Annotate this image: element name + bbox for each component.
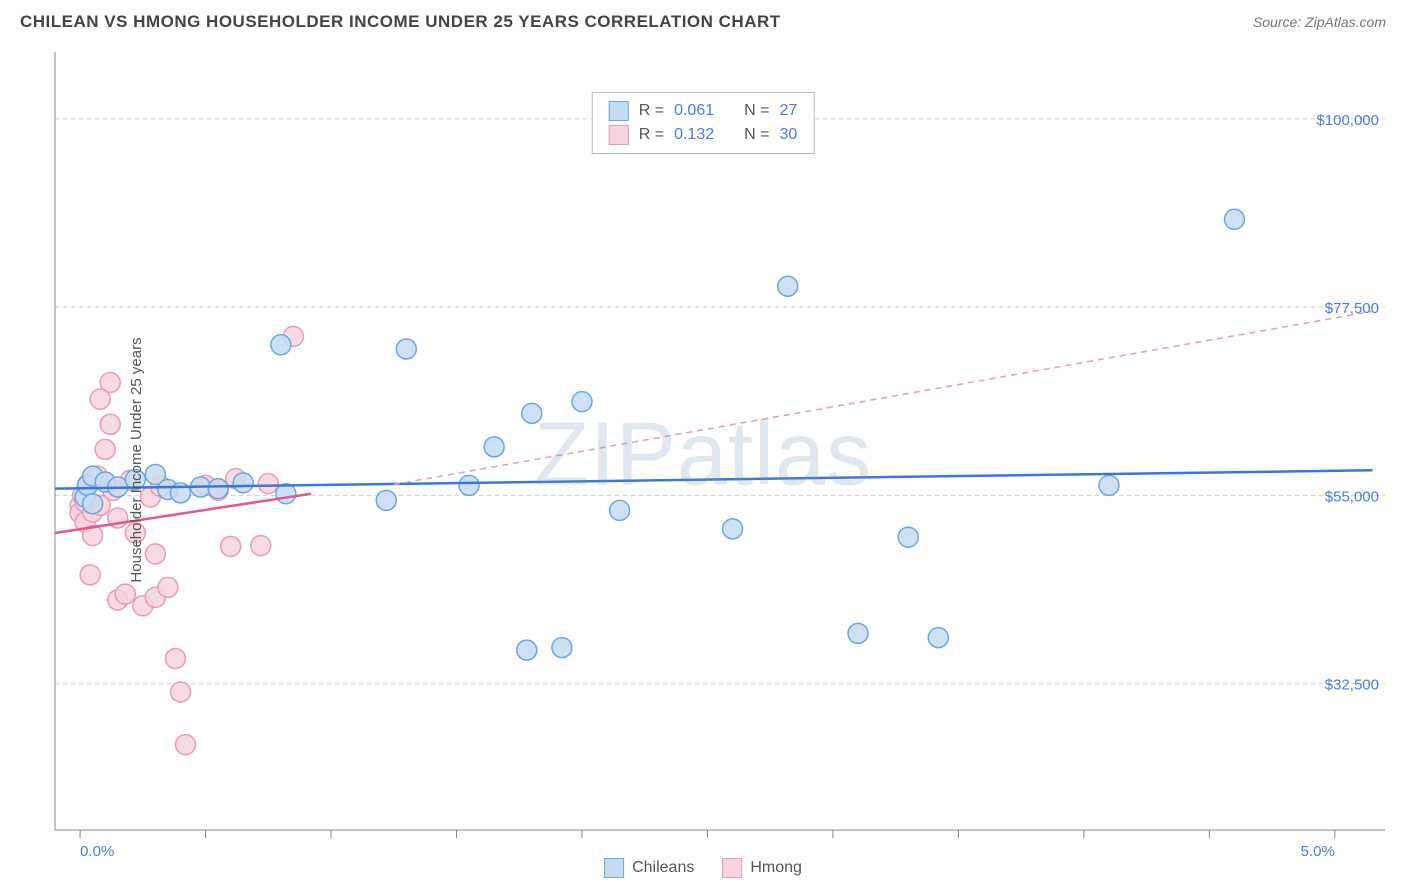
chart-container: Householder Income Under 25 years ZIPatl… <box>0 40 1406 880</box>
legend-label: Chileans <box>632 859 694 877</box>
legend-r-label: R = <box>639 126 664 144</box>
legend-r-value: 0.061 <box>674 102 714 120</box>
legend-top-row: R = 0.132 N = 30 <box>609 123 798 147</box>
legend-top: R = 0.061 N = 27 R = 0.132 N = 30 <box>592 92 815 154</box>
svg-text:$100,000: $100,000 <box>1316 112 1379 129</box>
svg-text:0.0%: 0.0% <box>80 843 114 860</box>
legend-item-hmong: Hmong <box>722 858 802 878</box>
y-axis-label: Householder Income Under 25 years <box>128 337 145 582</box>
legend-swatch-chileans <box>609 101 629 121</box>
legend-bottom: Chileans Hmong <box>604 858 802 878</box>
legend-swatch-hmong <box>722 858 742 878</box>
header: CHILEAN VS HMONG HOUSEHOLDER INCOME UNDE… <box>0 0 1406 40</box>
legend-n-label: N = <box>744 102 769 120</box>
legend-item-chileans: Chileans <box>604 858 694 878</box>
legend-r-value: 0.132 <box>674 126 714 144</box>
svg-text:$55,000: $55,000 <box>1325 488 1379 505</box>
legend-n-value: 30 <box>779 126 797 144</box>
scatter-chart: $32,500$55,000$77,500$100,0000.0%5.0% <box>0 40 1406 880</box>
legend-top-row: R = 0.061 N = 27 <box>609 99 798 123</box>
chart-title: CHILEAN VS HMONG HOUSEHOLDER INCOME UNDE… <box>20 12 781 32</box>
legend-r-label: R = <box>639 102 664 120</box>
svg-text:$32,500: $32,500 <box>1325 677 1379 694</box>
legend-n-label: N = <box>744 126 769 144</box>
legend-swatch-hmong <box>609 125 629 145</box>
source-label: Source: ZipAtlas.com <box>1253 14 1386 30</box>
legend-swatch-chileans <box>604 858 624 878</box>
legend-n-value: 27 <box>779 102 797 120</box>
legend-label: Hmong <box>750 859 802 877</box>
svg-text:5.0%: 5.0% <box>1301 843 1335 860</box>
